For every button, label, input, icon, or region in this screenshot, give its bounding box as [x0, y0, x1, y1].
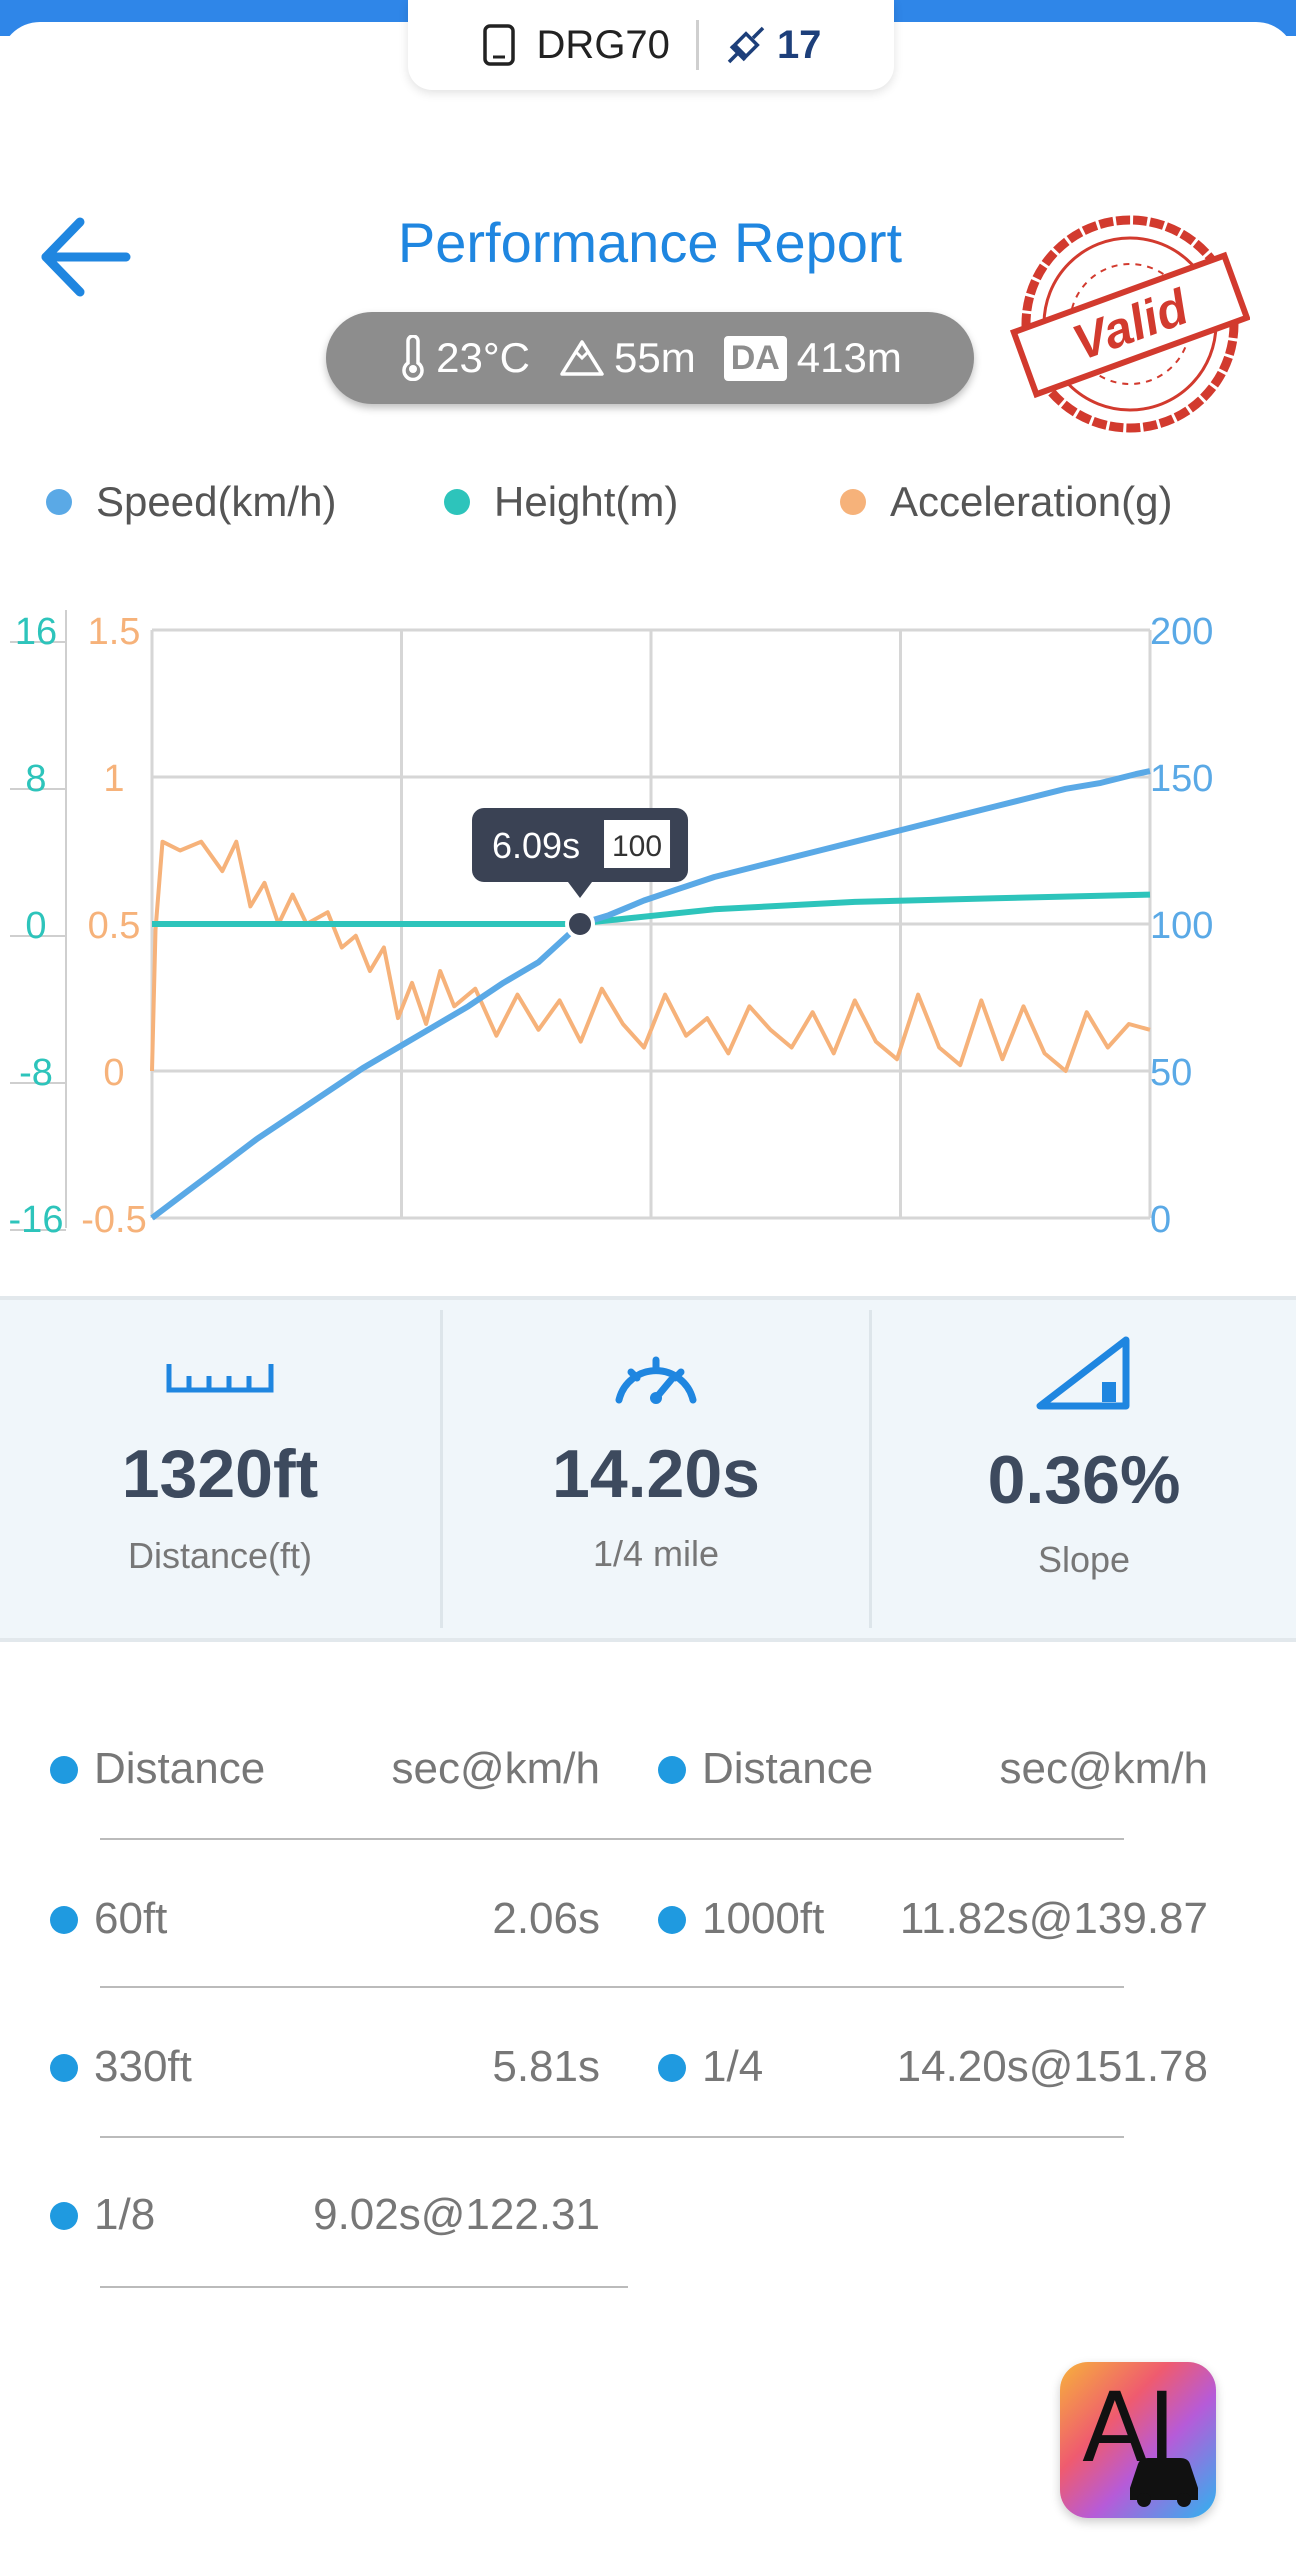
row3-left-value: 9.02s@122.31 [313, 2190, 600, 2239]
tooltip-marker [565, 909, 596, 939]
tooltip-time: 6.09s [492, 825, 580, 866]
row1-left-label: 60ft [94, 1894, 168, 1943]
row1-left-value: 2.06s [492, 1894, 600, 1943]
stat-slope-label: Slope [1037, 1539, 1131, 1580]
height-series-line [152, 891, 1151, 927]
device-pill[interactable]: DRG70 17 [408, 0, 894, 90]
satellite-count: 17 [776, 22, 822, 67]
environment-pill: 23°C 55m DA 413m [326, 312, 974, 404]
height-legend-dot [444, 489, 470, 515]
stat-distance-value: 1320ft [121, 1436, 319, 1512]
row2-right-label: 1/4 [702, 2042, 764, 2091]
height-axis-label: 8 [25, 758, 46, 800]
speed-axis-label: 50 [1150, 1052, 1192, 1094]
acceleration-axis-label: 1 [103, 758, 124, 800]
acceleration-axis-label: 0 [103, 1052, 124, 1094]
temperature-value: 23°C [436, 334, 530, 381]
row1-right-value: 11.82s@139.87 [899, 1894, 1208, 1943]
header-left-label: Distance [94, 1744, 266, 1793]
bullet-dot [658, 1906, 686, 1934]
bullet-dot [50, 1906, 78, 1934]
car-icon [1130, 2458, 1198, 2507]
bullet-dot [658, 1756, 686, 1784]
bullet-dot [50, 2202, 78, 2230]
height-axis-label: -16 [9, 1199, 64, 1241]
header-right-label: Distance [702, 1744, 874, 1793]
acceleration-axis-label: 1.5 [88, 611, 141, 653]
stats-panel: 1320ft Distance(ft) 14.20s 1/4 mile 0.36… [0, 1296, 1296, 1642]
density-altitude-value: 413m [796, 334, 902, 381]
height-axis-label: 0 [25, 905, 46, 947]
row3-left-label: 1/8 [94, 2190, 156, 2239]
da-badge: DA [723, 335, 787, 381]
stat-quarter-mile-label: 1/4 mile [592, 1533, 720, 1574]
mountain-icon [560, 340, 604, 376]
header-left-value: sec@km/h [391, 1744, 600, 1793]
legend-acceleration-label: Acceleration(g) [890, 478, 1173, 525]
valid-stamp: Valid [1010, 215, 1250, 433]
performance-chart[interactable]: 16 1.5 200 8 1 150 0 0.5 100 -8 0 50 -16 -0.5 0 6.09s 10… [0, 570, 1296, 1270]
stat-distance-label: Distance(ft) [127, 1535, 313, 1576]
speedometer-icon [615, 1356, 697, 1404]
stat-slope: 0.36% Slope [872, 1300, 1296, 1638]
satellite-icon [727, 26, 765, 64]
back-arrow-icon[interactable] [38, 212, 138, 302]
report-sheet [0, 22, 1296, 2553]
stat-divider [869, 1310, 872, 1628]
legend-acceleration[interactable]: Acceleration(g) [840, 478, 1172, 526]
tooltip-value: 100 [612, 830, 662, 863]
speed-axis-label: 150 [1150, 758, 1213, 800]
row1-right-label: 1000ft [702, 1894, 825, 1943]
row2-left-value: 5.81s [492, 2042, 600, 2091]
tooltip-pointer [568, 882, 593, 898]
acceleration-axis-label: -0.5 [81, 1199, 146, 1241]
legend-height-label: Height(m) [494, 478, 679, 525]
legend-speed[interactable]: Speed(km/h) [46, 478, 336, 526]
device-icon [482, 24, 515, 66]
table-divider [100, 2286, 628, 2288]
stat-slope-value: 0.36% [987, 1442, 1181, 1518]
table-divider [100, 1838, 1124, 1840]
slope-icon [1036, 1336, 1130, 1410]
altitude-value: 55m [613, 334, 696, 381]
stat-divider [440, 1310, 443, 1628]
device-name: DRG70 [536, 22, 670, 67]
height-axis-label: 16 [15, 611, 57, 653]
speed-legend-dot [46, 489, 72, 515]
speed-series-line [150, 768, 1151, 1221]
pill-divider [695, 20, 699, 70]
speed-axis-label: 100 [1150, 905, 1213, 947]
bullet-dot [50, 1756, 78, 1784]
ruler-icon [166, 1364, 274, 1393]
tooltip-value-badge [604, 820, 671, 868]
bullet-dot [50, 2054, 78, 2082]
speed-axis-label: 200 [1150, 611, 1213, 653]
stat-distance: 1320ft Distance(ft) [0, 1300, 440, 1638]
acceleration-axis-label: 0.5 [88, 905, 141, 947]
legend-height[interactable]: Height(m) [444, 478, 678, 526]
legend-speed-label: Speed(km/h) [96, 478, 337, 525]
thermometer-icon [402, 335, 424, 381]
table-divider [100, 1986, 1124, 1988]
header-right-value: sec@km/h [999, 1744, 1208, 1793]
page-title: Performance Report [397, 211, 903, 274]
table-divider [100, 2136, 1124, 2138]
height-axis-label: -8 [19, 1052, 53, 1094]
bullet-dot [658, 2054, 686, 2082]
speed-axis-label: 0 [1150, 1199, 1171, 1241]
stat-quarter-mile: 14.20s 1/4 mile [443, 1300, 869, 1638]
row2-right-value: 14.20s@151.78 [896, 2042, 1208, 2091]
row2-left-label: 330ft [94, 2042, 192, 2091]
acceleration-legend-dot [840, 489, 866, 515]
ai-assistant-button[interactable]: AI [1060, 2362, 1216, 2518]
stat-quarter-mile-value: 14.20s [552, 1436, 760, 1512]
